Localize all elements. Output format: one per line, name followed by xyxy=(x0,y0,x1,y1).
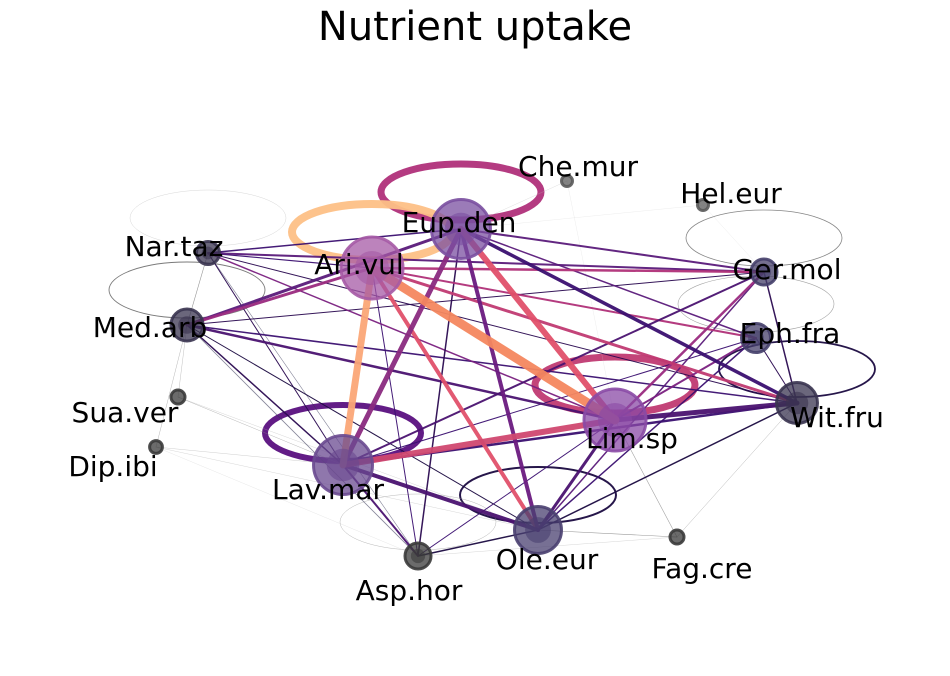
node-label-wit-fru: Wit.fru xyxy=(790,401,884,434)
edge-ger-mol-lav-mar xyxy=(342,271,765,466)
figure-title: Nutrient uptake xyxy=(317,4,633,50)
node-label-hel-eur: Hel.eur xyxy=(680,177,782,210)
node-core-wit-fru xyxy=(785,391,809,415)
node-layer xyxy=(148,174,819,571)
node-core-asp-hor xyxy=(410,548,426,564)
node-core-nar-taz xyxy=(201,246,215,260)
node-label-dip-ibi: Dip.ibi xyxy=(68,450,157,483)
node-core-lav-mar xyxy=(326,448,360,482)
edge-ari-vul-wit-fru xyxy=(370,266,799,405)
edge-ari-vul-lim-sp xyxy=(367,263,620,425)
node-core-ger-mol xyxy=(756,264,772,280)
node-core-med-arb xyxy=(178,316,196,334)
node-label-eph-fra: Eph.fra xyxy=(740,317,841,350)
node-label-sua-ver: Sua.ver xyxy=(72,396,179,429)
edge-ole-eur-ger-mol xyxy=(537,271,765,531)
node-label-ari-vul: Ari.vul xyxy=(314,248,403,281)
edge-lav-mar-nar-taz xyxy=(207,252,344,466)
node-label-nar-taz: Nar.taz xyxy=(125,230,224,263)
node-label-lim-sp: Lim.sp xyxy=(586,422,678,455)
edge-ger-mol-wit-fru xyxy=(763,271,798,404)
edge-hel-eur-ger-mol xyxy=(702,204,765,273)
edge-ari-vul-lav-mar xyxy=(339,264,376,469)
node-core-eup-den xyxy=(444,212,478,246)
node-core-ari-vul xyxy=(354,250,390,286)
edge-med-arb-wit-fru xyxy=(186,324,798,404)
edge-lav-mar-ole-eur xyxy=(341,463,540,532)
node-che-mur[interactable] xyxy=(560,174,574,188)
node-label-che-mur: Che.mur xyxy=(518,150,638,183)
node-fag-cre[interactable] xyxy=(668,528,686,546)
edge-nar-taz-lim-sp xyxy=(207,252,616,421)
edge-eup-den-lim-sp xyxy=(458,226,618,423)
edge-eph-fra-ole-eur xyxy=(537,337,757,531)
node-dip-ibi[interactable] xyxy=(148,439,164,455)
edge-ari-vul-asp-hor xyxy=(371,267,419,557)
edge-eph-fra-eup-den xyxy=(460,228,757,339)
node-core-lim-sp xyxy=(597,402,633,438)
edge-eup-den-ger-mol xyxy=(460,228,765,273)
edge-med-arb-eup-den xyxy=(185,227,463,327)
edge-wit-fru-ole-eur xyxy=(537,402,798,531)
edge-med-arb-ger-mol xyxy=(186,271,765,326)
edge-layer xyxy=(155,180,800,557)
node-label-eup-den: Eup.den xyxy=(402,206,517,239)
node-core-eph-fra xyxy=(748,330,764,346)
edge-dip-ibi-asp-hor xyxy=(155,446,419,557)
edge-eup-den-lav-mar xyxy=(340,226,464,468)
edge-wit-fru-fag-cre xyxy=(676,402,798,538)
edge-lav-mar-lim-sp xyxy=(340,417,618,468)
node-label-ger-mol: Ger.mol xyxy=(733,253,842,286)
edge-dip-ibi-med-arb xyxy=(155,324,188,448)
node-label-ole-eur: Ole.eur xyxy=(496,543,599,576)
edge-med-arb-lim-sp xyxy=(185,323,617,422)
edge-eup-den-ole-eur xyxy=(459,227,540,532)
node-label-asp-hor: Asp.hor xyxy=(356,574,463,607)
edge-lim-sp-asp-hor xyxy=(417,419,616,557)
edge-med-arb-asp-hor xyxy=(186,324,419,557)
node-label-lav-mar: Lav.mar xyxy=(272,473,384,506)
edge-ari-vul-ole-eur xyxy=(370,266,540,532)
edge-hel-eur-eup-den xyxy=(460,204,704,230)
node-core-ole-eur xyxy=(525,517,551,543)
node-label-fag-cre: Fag.cre xyxy=(652,552,753,585)
label-layer: Che.mur Hel.eur Eup.den Ari.vul Nar.taz Ger.m… xyxy=(68,150,884,607)
edge-nar-taz-eup-den xyxy=(207,228,462,254)
edge-nar-taz-asp-hor xyxy=(207,252,419,557)
edge-lav-mar-med-arb xyxy=(186,324,344,466)
edge-dip-ibi-lav-mar xyxy=(155,446,344,466)
edge-ari-vul-ger-mol xyxy=(370,266,766,274)
edge-che-mur-lim-sp xyxy=(566,180,616,421)
edge-nar-taz-wit-fru xyxy=(207,252,798,404)
node-sua-ver[interactable] xyxy=(169,388,187,406)
node-hel-eur[interactable] xyxy=(696,198,710,212)
edge-eup-den-wit-fru xyxy=(459,227,799,405)
edge-eph-fra-lav-mar xyxy=(342,337,757,466)
node-label-med-arb: Med.arb xyxy=(93,311,208,344)
